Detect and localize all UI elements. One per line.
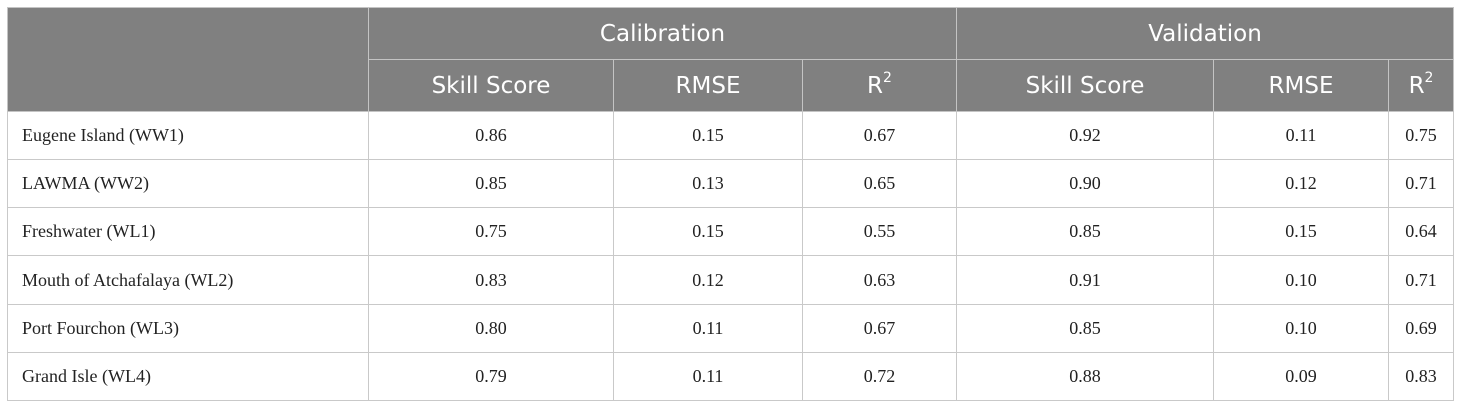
cal-r2: 0.67 xyxy=(801,110,958,161)
cal-skill-score: 0.85 xyxy=(368,159,614,209)
header-validation: Validation xyxy=(956,7,1455,60)
cal-skill-score: 0.86 xyxy=(368,110,614,161)
table-row: Eugene Island (WW1) 0.86 0.15 0.67 0.92 … xyxy=(7,110,1455,161)
cal-rmse: 0.15 xyxy=(613,110,803,161)
val-r2: 0.75 xyxy=(1388,110,1455,161)
table-row: Port Fourchon (WL3) 0.80 0.11 0.67 0.85 … xyxy=(7,303,1455,353)
header-row-metrics: Skill Score RMSE R2 Skill Score RMSE R2 xyxy=(8,59,1455,112)
site-name: Port Fourchon (WL3) xyxy=(7,303,369,353)
header-cal-rmse: RMSE xyxy=(613,59,803,112)
val-rmse: 0.09 xyxy=(1213,351,1390,402)
cal-r2: 0.67 xyxy=(801,303,958,353)
cal-skill-score: 0.83 xyxy=(368,255,614,305)
cal-rmse: 0.11 xyxy=(613,303,803,353)
site-name: LAWMA (WW2) xyxy=(7,159,369,209)
val-skill-score: 0.91 xyxy=(956,255,1215,305)
table-row: LAWMA (WW2) 0.85 0.13 0.65 0.90 0.12 0.7… xyxy=(7,159,1455,209)
header-cal-skill-score: Skill Score xyxy=(368,59,614,112)
val-rmse: 0.12 xyxy=(1213,159,1390,209)
val-skill-score: 0.85 xyxy=(956,207,1215,257)
table-row: Grand Isle (WL4) 0.79 0.11 0.72 0.88 0.0… xyxy=(7,351,1455,402)
site-name: Grand Isle (WL4) xyxy=(7,351,369,402)
cal-r2: 0.65 xyxy=(801,159,958,209)
cal-skill-score: 0.80 xyxy=(368,303,614,353)
site-name: Eugene Island (WW1) xyxy=(7,110,369,161)
header-calibration: Calibration xyxy=(367,7,958,60)
val-rmse: 0.10 xyxy=(1213,303,1390,353)
val-r2: 0.69 xyxy=(1388,303,1455,353)
val-r2: 0.71 xyxy=(1388,159,1455,209)
cal-rmse: 0.12 xyxy=(613,255,803,305)
table-body: Eugene Island (WW1) 0.86 0.15 0.67 0.92 … xyxy=(7,110,1455,402)
cal-r2: 0.72 xyxy=(801,351,958,402)
val-skill-score: 0.88 xyxy=(956,351,1215,402)
r-superscript: 2 xyxy=(883,69,892,86)
table-row: Mouth of Atchafalaya (WL2) 0.83 0.12 0.6… xyxy=(7,255,1455,305)
site-name: Mouth of Atchafalaya (WL2) xyxy=(7,255,369,305)
r-superscript: 2 xyxy=(1424,69,1434,86)
val-rmse: 0.10 xyxy=(1213,255,1390,305)
table-row: Freshwater (WL1) 0.75 0.15 0.55 0.85 0.1… xyxy=(7,207,1455,257)
header-val-skill-score: Skill Score xyxy=(956,59,1215,112)
val-r2: 0.71 xyxy=(1388,255,1455,305)
site-name: Freshwater (WL1) xyxy=(7,207,369,257)
val-r2: 0.64 xyxy=(1388,207,1455,257)
r-label: R xyxy=(1408,72,1425,99)
cal-skill-score: 0.75 xyxy=(368,207,614,257)
val-skill-score: 0.92 xyxy=(956,110,1215,161)
val-skill-score: 0.85 xyxy=(956,303,1215,353)
header-corner xyxy=(7,7,369,112)
cal-rmse: 0.13 xyxy=(613,159,803,209)
cal-r2: 0.55 xyxy=(801,207,958,257)
header-val-r2: R2 xyxy=(1388,59,1455,112)
header-val-rmse: RMSE xyxy=(1213,59,1390,112)
val-rmse: 0.15 xyxy=(1213,207,1390,257)
header-cal-r2: R2 xyxy=(801,59,958,112)
cal-rmse: 0.15 xyxy=(613,207,803,257)
r-label: R xyxy=(867,72,884,99)
skill-table: Calibration Validation Skill Score RMSE … xyxy=(7,7,1455,402)
cal-r2: 0.63 xyxy=(801,255,958,305)
val-skill-score: 0.90 xyxy=(956,159,1215,209)
table-header: Calibration Validation Skill Score RMSE … xyxy=(7,7,1455,112)
cal-skill-score: 0.79 xyxy=(368,351,614,402)
val-r2: 0.83 xyxy=(1388,351,1455,402)
header-row-groups: Calibration Validation xyxy=(7,7,1455,112)
val-rmse: 0.11 xyxy=(1213,110,1390,161)
cal-rmse: 0.11 xyxy=(613,351,803,402)
